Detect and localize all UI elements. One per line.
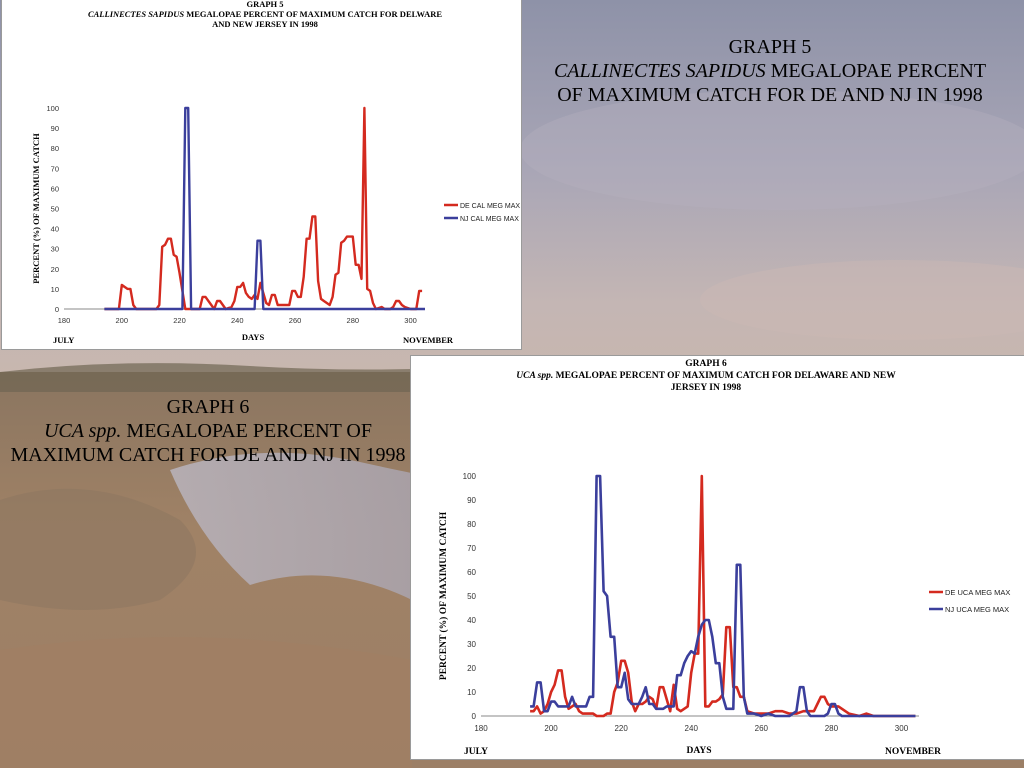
graph6-caption-body: UCA spp. MEGALOPAE PERCENT OF MAXIMUM CA…	[4, 419, 412, 467]
graph6-y-tick-label: 100	[463, 472, 477, 481]
graph6-caption-species: UCA spp.	[43, 420, 122, 442]
graph5-x-tick-label: 300	[404, 316, 417, 325]
graph6-chart-panel: GRAPH 6 UCA spp. MEGALOPAE PERCENT OF MAX…	[411, 356, 1024, 759]
graph5-corner-left-label: JULY	[53, 335, 74, 345]
graph5-x-tick-label: 240	[231, 316, 244, 325]
graph5-subtitle-species: CALLINECTES SAPIDUS	[88, 9, 184, 19]
graph5-x-tick-label: 200	[116, 316, 129, 325]
graph6-y-tick-label: 50	[467, 592, 476, 601]
graph5-subtitle-text: MEGALOPAE PERCENT OF MAXIMUM CATCH FOR D…	[184, 9, 442, 19]
graph6-chart: GRAPH 6 UCA spp. MEGALOPAE PERCENT OF MAX…	[438, 359, 1010, 757]
graph5-y-tick-label: 10	[51, 285, 59, 294]
graph5-subtitle: CALLINECTES SAPIDUS MEGALOPAE PERCENT OF…	[88, 9, 442, 19]
graph6-y-tick-label: 20	[467, 664, 476, 673]
graph5-title: GRAPH 5	[246, 0, 283, 9]
graph6-y-tick-label: 60	[467, 568, 476, 577]
graph5-caption: GRAPH 5 CALLINECTES SAPIDUS MEGALOPAE PE…	[540, 35, 1000, 107]
graph5-series-line-nj	[104, 106, 425, 311]
graph6-legend-label: DE UCA MEG MAX	[945, 588, 1010, 597]
graph6-corner-left-label: JULY	[464, 747, 488, 757]
graph6-x-axis-label: DAYS	[687, 746, 712, 756]
graph5-legend-label: NJ CAL MEG MAX	[460, 216, 519, 223]
graph5-caption-title: GRAPH 5	[728, 36, 812, 58]
graph5-y-tick-label: 30	[51, 245, 59, 254]
graph5-chart-panel: GRAPH 5 CALLINECTES SAPIDUS MEGALOPAE PER…	[2, 0, 521, 349]
graph5-x-axis-label: DAYS	[242, 332, 265, 342]
graph6-legend-label: NJ UCA MEG MAX	[945, 605, 1009, 614]
graph5-corner-right-label: NOVEMBER	[403, 335, 454, 345]
graph5-y-tick-label: 90	[51, 124, 59, 133]
graph5-y-tick-label: 50	[51, 205, 59, 214]
graph5-y-tick-label: 80	[51, 144, 59, 153]
graph5-y-tick-label: 100	[46, 104, 59, 113]
graph5-subtitle-line2: AND NEW JERSEY IN 1998	[212, 19, 318, 29]
graph6-y-tick-label: 0	[472, 712, 477, 721]
graph6-x-tick-label: 180	[474, 724, 488, 733]
graph6-x-tick-label: 280	[825, 724, 839, 733]
graph5-caption-species: CALLINECTES SAPIDUS	[553, 60, 766, 82]
graph5-y-tick-label: 20	[51, 265, 59, 274]
graph5-y-axis-label: PERCENT (%) OF MAXIMUM CATCH	[31, 133, 41, 284]
graph5-caption-body: CALLINECTES SAPIDUS MEGALOPAE PERCENT OF…	[540, 59, 1000, 107]
graph6-subtitle-line2: JERSEY IN 1998	[671, 383, 742, 393]
graph6-y-axis-label: PERCENT (%) OF MAXIMUM CATCH	[438, 511, 449, 680]
graph6-series-line-nj	[530, 474, 916, 718]
graph6-x-tick-label: 300	[895, 724, 909, 733]
graph6-x-tick-label: 260	[755, 724, 769, 733]
graph6-subtitle-text: MEGALOPAE PERCENT OF MAXIMUM CATCH FOR D…	[553, 371, 896, 381]
graph6-caption: GRAPH 6 UCA spp. MEGALOPAE PERCENT OF MA…	[4, 395, 412, 467]
graph5-legend-label: DE CAL MEG MAX	[460, 203, 520, 210]
graph6-x-tick-label: 240	[685, 724, 699, 733]
graph5-caption-text: MEGALOPAE PERCENT OF MAXIMUM CATCH FOR D…	[557, 60, 987, 106]
graph6-corner-right-label: NOVEMBER	[885, 747, 941, 757]
graph5-y-tick-label: 60	[51, 184, 59, 193]
graph5-y-tick-label: 0	[55, 305, 59, 314]
graph6-caption-title: GRAPH 6	[166, 396, 250, 418]
graph6-caption-text: MEGALOPAE PERCENT OF MAXIMUM CATCH FOR D…	[10, 420, 406, 466]
graph5-x-tick-label: 220	[173, 316, 186, 325]
graph5-x-tick-label: 180	[58, 316, 71, 325]
graph6-y-tick-label: 80	[467, 520, 476, 529]
graph6-y-tick-label: 30	[467, 640, 476, 649]
graph6-y-tick-label: 90	[467, 496, 476, 505]
graph5-y-tick-label: 40	[51, 225, 59, 234]
graph6-y-tick-label: 10	[467, 688, 476, 697]
graph6-x-tick-label: 220	[614, 724, 628, 733]
graph6-title: GRAPH 6	[685, 359, 727, 369]
graph6-y-tick-label: 40	[467, 616, 476, 625]
graph6-series-line-de	[530, 474, 916, 718]
graph6-subtitle: UCA spp. MEGALOPAE PERCENT OF MAXIMUM CA…	[516, 371, 896, 381]
graph5-series-line-de	[104, 106, 423, 311]
graph6-x-tick-label: 200	[544, 724, 558, 733]
graph6-y-tick-label: 70	[467, 544, 476, 553]
graph5-x-tick-label: 260	[289, 316, 302, 325]
graph6-subtitle-species: UCA spp.	[516, 371, 553, 381]
graph5-y-tick-label: 70	[51, 164, 59, 173]
graph5-x-tick-label: 280	[347, 316, 360, 325]
